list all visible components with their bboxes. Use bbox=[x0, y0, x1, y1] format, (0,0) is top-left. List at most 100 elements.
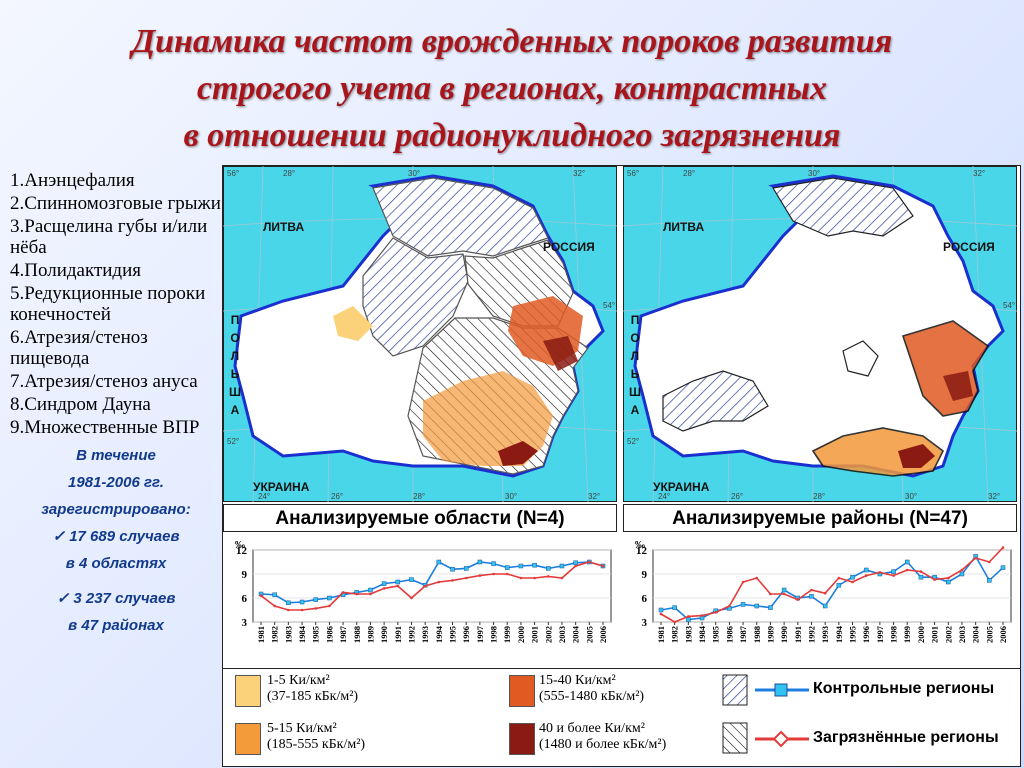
polluted-point bbox=[892, 574, 895, 577]
control-point bbox=[686, 617, 691, 622]
lon-label-28b: 28° bbox=[813, 492, 825, 501]
lat-label-54b: 54° bbox=[1003, 301, 1015, 310]
top-lat-label: 56° bbox=[227, 169, 239, 178]
x-tick-label: 2003 bbox=[557, 626, 567, 643]
lon-label-32: 32° bbox=[588, 492, 600, 501]
polluted-point bbox=[782, 592, 786, 596]
x-tick-label: 1990 bbox=[379, 626, 389, 643]
polluted-point bbox=[728, 604, 731, 608]
control-point bbox=[863, 567, 869, 573]
poland-letter-2: О bbox=[230, 331, 239, 345]
poland-letter-1: П bbox=[231, 313, 240, 327]
polluted-point bbox=[687, 615, 690, 618]
legend-c1-kbq: (37-185 кБк/м²) bbox=[267, 689, 359, 704]
lon-label-24: 24° bbox=[258, 492, 270, 501]
control-point bbox=[327, 595, 332, 601]
x-tick-label: 1981 bbox=[256, 626, 266, 643]
polluted-point bbox=[673, 620, 676, 624]
x-tick-label: 1983 bbox=[683, 626, 693, 643]
control-point bbox=[504, 565, 510, 570]
lat-label-54: 54° bbox=[603, 301, 615, 310]
legend-c1-ci: 1-5 Ки/км² bbox=[267, 673, 330, 688]
x-tick-label: 1998 bbox=[489, 626, 499, 643]
label-russia: РОССИЯ bbox=[543, 240, 595, 254]
map-districts-svg: ЛИТВА РОССИЯ УКРАИНА П О Л Ь Ш А 56° 28°… bbox=[623, 166, 1017, 502]
label-ukraine-2: УКРАИНА bbox=[653, 480, 710, 494]
legend-c4-kbq: (1480 и более кБк/м²) bbox=[539, 737, 667, 752]
control-point bbox=[809, 594, 814, 599]
x-tick-label: 1997 bbox=[475, 625, 485, 643]
x-tick-label: 1999 bbox=[902, 626, 912, 643]
top-lon-label-1: 28° bbox=[283, 169, 295, 178]
control-point bbox=[286, 600, 291, 606]
note-regions-2: в 47 районах bbox=[68, 617, 164, 634]
x-tick-label: 1987 bbox=[338, 625, 348, 643]
y-tick-label: 6 bbox=[242, 593, 248, 605]
title-line-3: в отношении радионуклидного загрязнения bbox=[183, 117, 841, 154]
x-tick-label: 1986 bbox=[324, 626, 334, 643]
polluted-point bbox=[519, 576, 523, 580]
legend-swatch-1-5 bbox=[235, 675, 261, 707]
polluted-point bbox=[273, 604, 276, 608]
note-period-2: 1981-2006 гг. bbox=[68, 474, 164, 491]
defect-item-5: 5.Редукционные пороки конечностей bbox=[10, 283, 206, 325]
polluted-point bbox=[905, 568, 909, 572]
series-line-control bbox=[660, 554, 1004, 621]
x-tick-label: 1996 bbox=[861, 626, 871, 643]
control-point bbox=[313, 597, 318, 602]
x-tick-label: 2003 bbox=[957, 626, 967, 643]
control-point bbox=[491, 561, 496, 566]
lon-label-30: 30° bbox=[505, 492, 517, 501]
control-point bbox=[904, 559, 910, 565]
control-point bbox=[891, 569, 896, 574]
figure-panel: ЛИТВА РОССИЯ УКРАИНА П О Л Ь Ш А 56° 28°… bbox=[222, 165, 1021, 767]
defect-item-2: 2.Спинномозговые грыжи bbox=[10, 193, 221, 214]
polluted-point bbox=[328, 604, 331, 608]
chart-districts: ‰ 3 6 9 12 1981 1982 1983 1984 1985 1986 1987 1988 19… bbox=[623, 538, 1017, 668]
label-russia-2: РОССИЯ bbox=[943, 240, 995, 254]
lon-label-26b: 26° bbox=[731, 492, 743, 501]
legend-c4-ci: 40 и более Ки/км² bbox=[539, 721, 645, 736]
left-column: 1.Анэнцефалия 2.Спинномозговые грыжи 3.Р… bbox=[10, 170, 222, 639]
contam-zone-west bbox=[333, 306, 373, 341]
defect-item-6: 6.Атрезия/стеноз пищевода bbox=[10, 327, 148, 369]
polluted-hatch-swatch bbox=[722, 722, 748, 754]
polluted-point bbox=[837, 576, 841, 580]
x-tick-label: 2006 bbox=[998, 626, 1008, 643]
polluted-point bbox=[546, 575, 550, 578]
polluted-point bbox=[369, 592, 372, 596]
control-point bbox=[395, 579, 401, 585]
control-point bbox=[768, 605, 773, 610]
defect-item-3: 3.Расщелина губы и/или нёба bbox=[10, 216, 208, 258]
top-lon-label-3b: 32° bbox=[973, 169, 985, 178]
polluted-point bbox=[410, 596, 413, 600]
legend-label-40-plus: 40 и более Ки/км² (1480 и более кБк/м²) bbox=[539, 721, 666, 753]
polluted-point bbox=[588, 560, 591, 564]
x-tick-label: 1993 bbox=[820, 626, 830, 643]
y-tick-label: 9 bbox=[242, 569, 248, 581]
x-tick-label: 2000 bbox=[516, 626, 526, 643]
polluted-point bbox=[769, 592, 772, 596]
polluted-point bbox=[287, 608, 290, 612]
x-tick-label: 2001 bbox=[930, 626, 940, 643]
control-point bbox=[518, 563, 524, 569]
x-tick-label: 1995 bbox=[848, 626, 858, 643]
lon-label-32b: 32° bbox=[988, 492, 1000, 501]
legend-c3-kbq: (555-1480 кБк/м²) bbox=[539, 689, 645, 704]
polluted-point bbox=[355, 592, 359, 596]
polluted-point bbox=[741, 580, 745, 584]
polluted-point bbox=[314, 607, 318, 610]
y-tick-label: 3 bbox=[242, 617, 248, 629]
x-tick-label: 2002 bbox=[943, 626, 953, 643]
polluted-point bbox=[974, 556, 977, 560]
polluted-point bbox=[659, 612, 663, 616]
poland-letter-3: Л bbox=[231, 349, 239, 363]
control-point bbox=[436, 559, 442, 565]
x-tick-label: 2005 bbox=[984, 626, 994, 643]
contam-max-south-2 bbox=[898, 444, 935, 468]
map-districts: ЛИТВА РОССИЯ УКРАИНА П О Л Ь Ш А 56° 28°… bbox=[623, 166, 1017, 502]
map-oblasts: ЛИТВА РОССИЯ УКРАИНА П О Л Ь Ш А 56° 28°… bbox=[223, 166, 617, 502]
label-lithuania-2: ЛИТВА bbox=[663, 220, 704, 234]
polluted-point bbox=[259, 594, 263, 597]
